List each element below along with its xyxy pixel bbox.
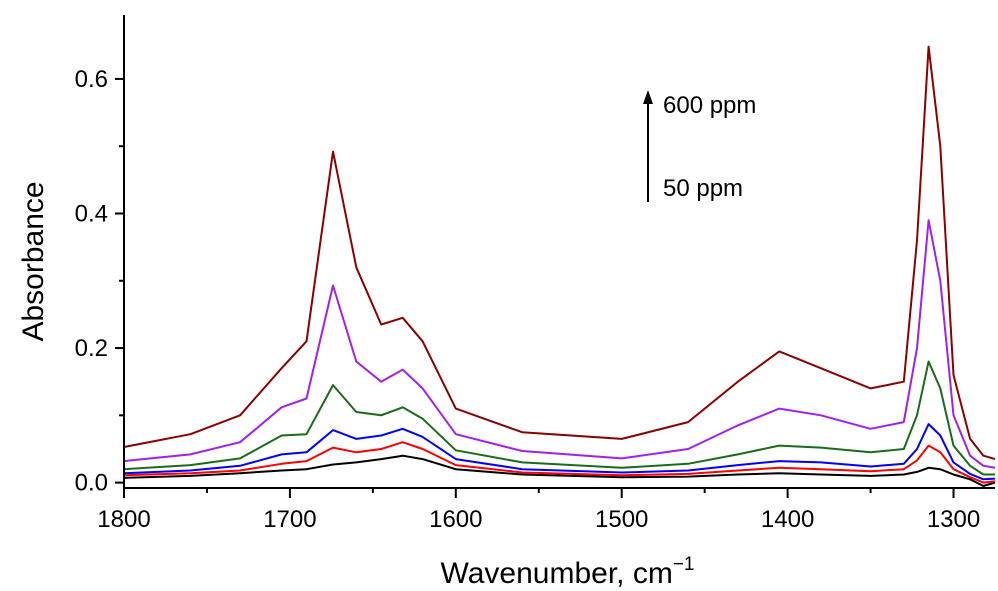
x-tick-label: 1300 [927,506,980,533]
x-tick-label: 1600 [429,506,482,533]
spectrum-line-1 [124,454,995,487]
spectrum-line-6 [124,45,995,461]
y-tick-label: 0.4 [75,200,108,227]
spectrum-line-5 [124,219,995,469]
x-axis-title: Wavenumber, cm−1 [441,554,695,590]
axes-group [123,15,995,489]
y-tick-label: 0.2 [75,335,108,362]
x-tick-label: 1500 [595,506,648,533]
x-axis-title-superscript: −1 [673,554,695,575]
x-tick-label: 1400 [761,506,814,533]
annotation-600-ppm: 600 ppm [663,92,756,119]
x-tick-label: 1800 [97,506,150,533]
x-axis-title-main: Wavenumber, cm [441,557,673,590]
spectrum-line-3 [124,423,995,481]
concentration-arrow-annotation: 600 ppm 50 ppm [643,90,756,202]
series-group [124,45,995,487]
spectrum-line-2 [124,441,995,484]
arrow-up-icon [643,90,653,104]
y-ticks: 0.0 0.2 0.4 0.6 [75,66,124,497]
y-axis-title: Absorbance [17,181,50,341]
y-tick-label: 0.0 [75,470,108,497]
annotation-50-ppm: 50 ppm [663,175,743,202]
y-tick-label: 0.6 [75,66,108,93]
x-tick-label: 1700 [263,506,316,533]
x-ticks: 1800 1700 1600 1500 1400 1300 [97,488,980,533]
spectrum-line-4 [124,360,995,476]
